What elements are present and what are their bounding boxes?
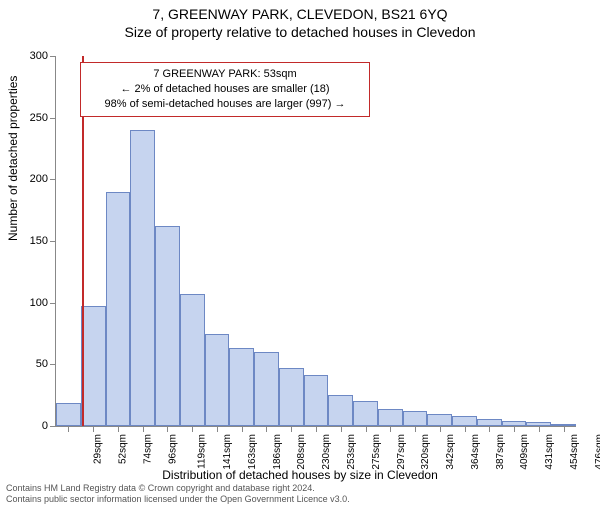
x-tick-label: 476sqm bbox=[594, 434, 600, 470]
x-tick bbox=[341, 426, 342, 432]
x-tick bbox=[465, 426, 466, 432]
histogram-bar bbox=[180, 294, 205, 426]
x-tick-label: 119sqm bbox=[197, 434, 208, 469]
histogram-bar bbox=[56, 403, 81, 426]
y-tick-label: 50 bbox=[36, 358, 48, 370]
y-tick bbox=[50, 241, 56, 242]
chart-title-sub: Size of property relative to detached ho… bbox=[0, 24, 600, 40]
x-tick bbox=[291, 426, 292, 432]
chart-title-main: 7, GREENWAY PARK, CLEVEDON, BS21 6YQ bbox=[0, 6, 600, 22]
y-tick-label: 200 bbox=[30, 173, 48, 185]
histogram-bar bbox=[304, 375, 329, 426]
x-tick bbox=[217, 426, 218, 432]
info-line-3: 98% of semi-detached houses are larger (… bbox=[89, 97, 361, 112]
info-line-1: 7 GREENWAY PARK: 53sqm bbox=[89, 67, 361, 82]
x-tick bbox=[440, 426, 441, 432]
x-tick-label: 431sqm bbox=[544, 434, 555, 470]
histogram-bar bbox=[378, 409, 403, 426]
x-tick-label: 29sqm bbox=[93, 434, 104, 464]
x-tick-label: 74sqm bbox=[142, 434, 153, 464]
histogram-bar bbox=[81, 306, 106, 426]
histogram-bar bbox=[254, 352, 279, 426]
x-tick-label: 297sqm bbox=[396, 434, 407, 470]
x-tick-label: 409sqm bbox=[519, 434, 530, 470]
x-tick bbox=[118, 426, 119, 432]
histogram-bar bbox=[106, 192, 131, 426]
x-tick bbox=[390, 426, 391, 432]
y-tick bbox=[50, 303, 56, 304]
x-tick bbox=[192, 426, 193, 432]
x-tick bbox=[93, 426, 94, 432]
x-tick-label: 454sqm bbox=[569, 434, 580, 470]
x-tick-label: 186sqm bbox=[272, 434, 283, 470]
x-tick bbox=[489, 426, 490, 432]
x-tick-label: 275sqm bbox=[371, 434, 382, 470]
x-tick bbox=[514, 426, 515, 432]
histogram-bar bbox=[328, 395, 353, 426]
y-tick-label: 100 bbox=[30, 297, 48, 309]
histogram-bar bbox=[452, 416, 477, 426]
attribution-line-2: Contains public sector information licen… bbox=[6, 494, 350, 504]
x-tick-label: 163sqm bbox=[247, 434, 258, 470]
x-tick bbox=[266, 426, 267, 432]
x-tick-label: 96sqm bbox=[167, 434, 178, 464]
histogram-bar bbox=[155, 226, 180, 426]
attribution-line-1: Contains HM Land Registry data © Crown c… bbox=[6, 483, 350, 493]
info-line-2: ← 2% of detached houses are smaller (18) bbox=[89, 82, 361, 97]
x-tick bbox=[539, 426, 540, 432]
y-tick-label: 250 bbox=[30, 112, 48, 124]
y-tick-label: 150 bbox=[30, 235, 48, 247]
histogram-bar bbox=[353, 401, 378, 426]
y-tick bbox=[50, 364, 56, 365]
x-tick bbox=[143, 426, 144, 432]
x-tick bbox=[167, 426, 168, 432]
y-tick bbox=[50, 56, 56, 57]
x-tick-label: 141sqm bbox=[222, 434, 233, 470]
histogram-bar bbox=[279, 368, 304, 426]
x-tick-label: 364sqm bbox=[470, 434, 481, 470]
x-tick bbox=[415, 426, 416, 432]
reference-info-box: 7 GREENWAY PARK: 53sqm ← 2% of detached … bbox=[80, 62, 370, 117]
x-tick-label: 208sqm bbox=[297, 434, 308, 470]
x-tick bbox=[316, 426, 317, 432]
y-tick-label: 0 bbox=[42, 420, 48, 432]
x-tick-label: 52sqm bbox=[118, 434, 129, 464]
histogram-bar bbox=[205, 334, 230, 427]
histogram-bar bbox=[477, 419, 502, 426]
y-tick bbox=[50, 426, 56, 427]
attribution: Contains HM Land Registry data © Crown c… bbox=[6, 483, 350, 504]
y-tick bbox=[50, 118, 56, 119]
x-tick-label: 253sqm bbox=[346, 434, 357, 470]
histogram-bar bbox=[427, 414, 452, 426]
x-tick-label: 320sqm bbox=[420, 434, 431, 470]
x-tick bbox=[564, 426, 565, 432]
x-axis-title: Distribution of detached houses by size … bbox=[0, 468, 600, 482]
x-tick bbox=[242, 426, 243, 432]
histogram-bar bbox=[229, 348, 254, 426]
histogram-bar bbox=[403, 411, 428, 426]
x-tick-label: 387sqm bbox=[495, 434, 506, 470]
histogram-bar bbox=[130, 130, 155, 426]
x-tick-label: 342sqm bbox=[445, 434, 456, 470]
x-tick-label: 230sqm bbox=[321, 434, 332, 470]
x-tick bbox=[366, 426, 367, 432]
y-tick-label: 300 bbox=[30, 50, 48, 62]
x-tick bbox=[68, 426, 69, 432]
y-tick bbox=[50, 179, 56, 180]
y-axis-title: Number of detached properties bbox=[6, 76, 20, 241]
